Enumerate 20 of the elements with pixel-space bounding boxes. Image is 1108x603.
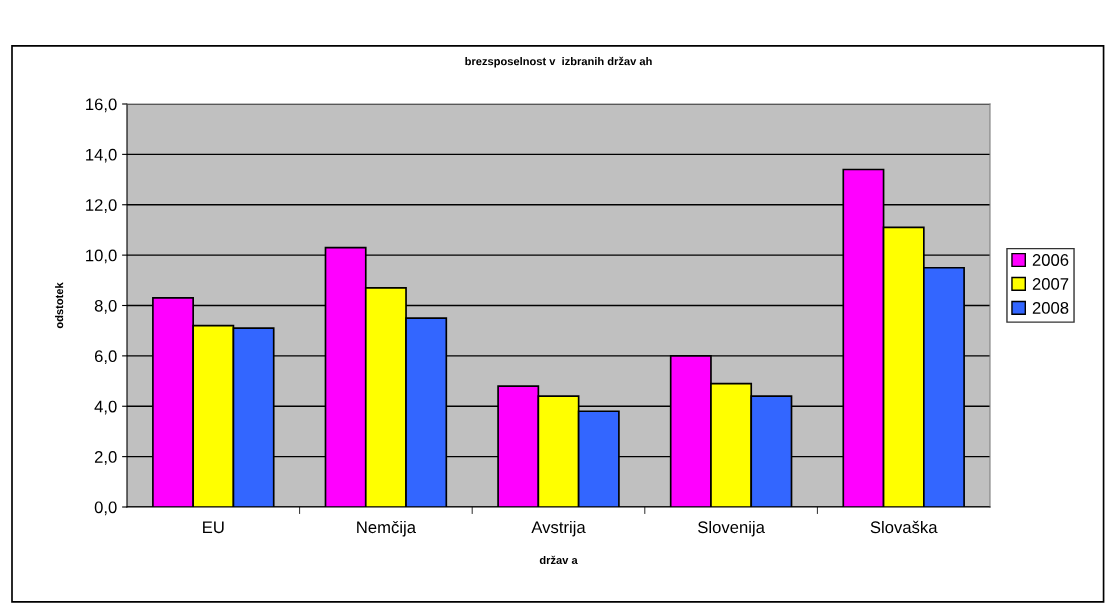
- x-tick-label: Slovaška: [870, 520, 938, 534]
- y-tick-label: 2,0: [94, 451, 117, 465]
- y-axis-title: odstotek: [55, 282, 64, 329]
- y-tick-label: 10,0: [86, 249, 117, 264]
- legend-label: 2008: [1032, 302, 1069, 314]
- y-tick-label: 4,0: [94, 400, 117, 415]
- chart-title: brezsposelnost v izbranih držav ah: [465, 56, 652, 68]
- x-tick-label: Slovenija: [698, 520, 765, 537]
- x-tick-label: Nemčija: [357, 520, 416, 537]
- legend-label: 2007: [1032, 278, 1069, 290]
- y-tick-label: 12,0: [86, 199, 117, 213]
- x-tick-label: EU: [203, 521, 224, 534]
- y-tick-label: 14,0: [86, 148, 117, 163]
- y-tick-label: 16,0: [86, 98, 117, 113]
- y-tick-label: 6,0: [94, 350, 117, 365]
- x-tick-label: Avstrija: [531, 520, 586, 537]
- y-tick-label: 0,0: [94, 501, 117, 516]
- y-tick-label: 8,0: [94, 299, 117, 314]
- legend-label: 2006: [1032, 254, 1069, 266]
- x-axis-title: držav a: [539, 555, 578, 565]
